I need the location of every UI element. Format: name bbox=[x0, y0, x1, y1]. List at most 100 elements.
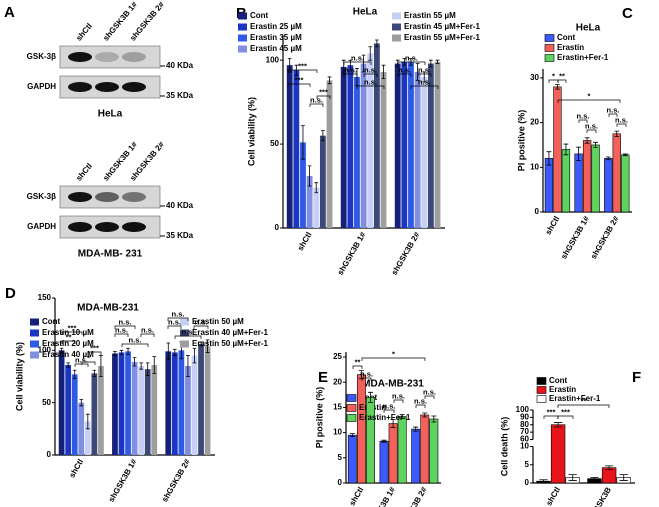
error-bar bbox=[358, 370, 364, 380]
significance-label: n.s. bbox=[310, 95, 323, 104]
bar bbox=[71, 374, 78, 455]
significance-label: n.s. bbox=[195, 317, 208, 326]
chart-title: MDA-MB-231 bbox=[77, 303, 139, 314]
bar bbox=[574, 153, 583, 213]
significance-label: n.s. bbox=[141, 325, 154, 334]
y-tick-label: 5 bbox=[338, 453, 343, 462]
legend-label: Cont bbox=[549, 376, 568, 385]
chart-title: HeLa bbox=[353, 7, 378, 18]
significance-label: n.s. bbox=[182, 327, 195, 336]
bar bbox=[326, 80, 333, 228]
significance-bracket bbox=[114, 333, 129, 337]
panel-letter: F bbox=[632, 369, 641, 386]
error-bar bbox=[381, 439, 387, 443]
x-tick-label: shGSK3B 2# bbox=[589, 214, 621, 261]
bar bbox=[397, 416, 407, 484]
significance-label: * bbox=[588, 91, 591, 100]
bar bbox=[380, 71, 387, 228]
error-bar bbox=[199, 341, 203, 347]
legend-label: Erastin 40 µM bbox=[42, 350, 94, 359]
error-bar bbox=[301, 125, 305, 160]
error-bar bbox=[66, 362, 70, 368]
significance-label: n.s. bbox=[414, 396, 427, 405]
error-bar bbox=[367, 391, 374, 403]
legend-swatch bbox=[30, 329, 39, 337]
blot-band bbox=[68, 192, 92, 202]
significance-label: n.s. bbox=[418, 65, 431, 74]
error-bar bbox=[422, 71, 427, 83]
bar bbox=[420, 414, 430, 484]
error-bar bbox=[422, 412, 428, 418]
bar bbox=[91, 373, 98, 455]
bar bbox=[131, 361, 138, 455]
error-bar bbox=[605, 156, 611, 161]
y-tick-label: 0 bbox=[535, 207, 540, 216]
significance-label: *** bbox=[68, 323, 77, 332]
significance-label: n.s. bbox=[423, 387, 436, 396]
x-tick-label: shGSK3B 1# bbox=[365, 485, 397, 507]
error-bar bbox=[546, 151, 552, 166]
error-bar bbox=[375, 39, 379, 48]
significance-label: n.s. bbox=[172, 309, 185, 318]
significance-label: n.s. bbox=[75, 355, 88, 364]
error-bar bbox=[321, 130, 325, 142]
error-bar bbox=[415, 63, 420, 81]
x-tick-label: shGSK3B 1# bbox=[336, 230, 368, 277]
error-bar bbox=[590, 477, 599, 481]
protein-label: GAPDH bbox=[27, 222, 56, 231]
significance-bracket bbox=[74, 363, 89, 367]
significance-label: * bbox=[552, 71, 555, 80]
significance-label: n.s. bbox=[607, 105, 620, 114]
significance-label: n.s. bbox=[383, 401, 396, 410]
blot-band bbox=[68, 52, 92, 62]
significance-label: ** bbox=[581, 396, 587, 405]
error-bar bbox=[431, 415, 437, 423]
significance-bracket bbox=[81, 361, 96, 365]
bar bbox=[434, 61, 441, 228]
legend-label: Erastin bbox=[557, 43, 584, 52]
legend-swatch bbox=[30, 340, 39, 348]
bar bbox=[151, 364, 158, 455]
legend-swatch bbox=[346, 414, 357, 422]
legend-swatch bbox=[180, 329, 189, 337]
legend-swatch bbox=[238, 45, 247, 53]
bar bbox=[360, 63, 367, 229]
error-bar bbox=[192, 347, 197, 364]
x-tick-label: shCtl bbox=[67, 458, 85, 480]
error-bar bbox=[307, 165, 312, 187]
bar bbox=[373, 43, 380, 229]
bar bbox=[429, 418, 439, 484]
error-bar bbox=[584, 137, 590, 144]
legend-label: Erastin 40 µM+Fer-1 bbox=[192, 328, 269, 337]
error-bar bbox=[152, 356, 157, 374]
error-bar bbox=[349, 433, 355, 438]
legend-swatch bbox=[346, 404, 357, 412]
legend-label: Erastin+Fer-1 bbox=[549, 394, 601, 403]
y-tick-label: 0 bbox=[47, 450, 52, 459]
x-tick-label: shGSK3B 1# bbox=[559, 214, 591, 261]
y-tick-label: 90 bbox=[520, 412, 529, 421]
legend-label: Erastin 25 µM bbox=[250, 22, 302, 31]
y-tick-label: 5 bbox=[525, 460, 530, 469]
bar bbox=[144, 369, 151, 455]
legend-swatch bbox=[392, 12, 401, 20]
error-bar bbox=[119, 349, 124, 355]
error-bar bbox=[166, 342, 171, 361]
y-axis-label: Cell viability (%) bbox=[246, 97, 256, 166]
significance-label: n.s. bbox=[577, 111, 590, 120]
marker-label: 40 KDa bbox=[166, 61, 194, 70]
significance-bracket bbox=[586, 129, 597, 133]
significance-label: n.s. bbox=[115, 325, 128, 334]
bar bbox=[118, 352, 125, 455]
significance-bracket bbox=[383, 409, 395, 413]
legend-label: Erastin 55 µM bbox=[404, 11, 456, 20]
y-tick-label: 20 bbox=[530, 118, 539, 127]
y-axis-label: Cell viability (%) bbox=[14, 342, 24, 411]
legend-swatch bbox=[346, 394, 357, 402]
legend-swatch bbox=[30, 318, 39, 326]
error-bar bbox=[113, 350, 117, 356]
x-tick-label: shGSK3B 2# bbox=[160, 457, 192, 504]
error-bar bbox=[327, 76, 332, 85]
bar bbox=[388, 423, 398, 484]
error-bar bbox=[576, 146, 581, 162]
